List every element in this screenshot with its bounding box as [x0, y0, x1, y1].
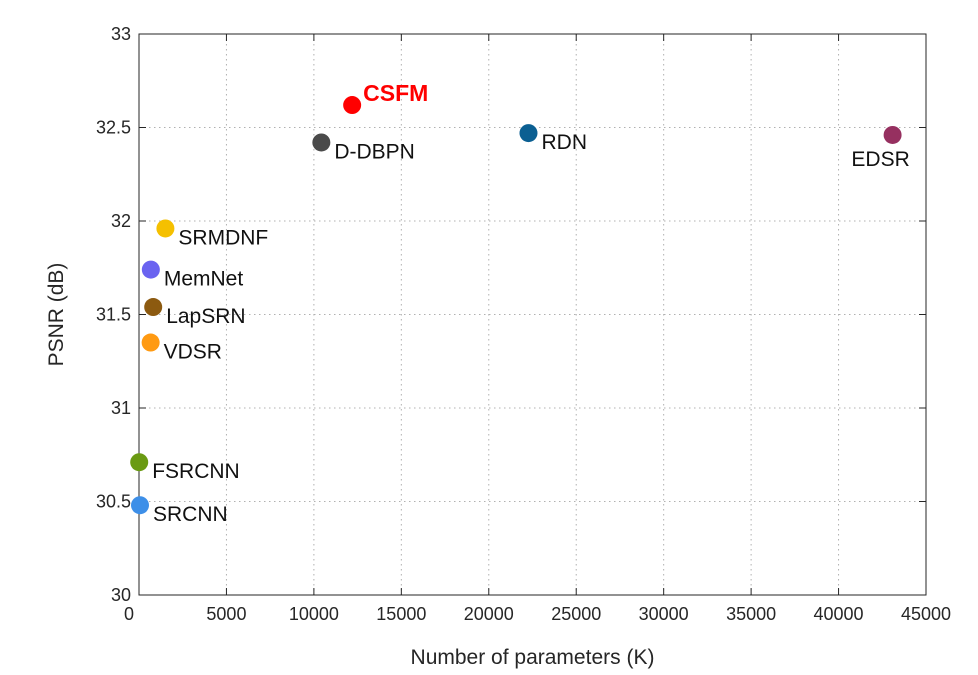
point-rdn	[519, 124, 538, 143]
point-label-edsr: EDSR	[851, 148, 909, 171]
x-tick-label: 30000	[639, 604, 689, 624]
x-tick-label: 10000	[289, 604, 339, 624]
point-label-rdn: RDN	[541, 131, 587, 154]
point-label-lapsrn: LapSRN	[166, 305, 245, 328]
point-label-srmdnf: SRMDNF	[178, 226, 268, 249]
y-tick-label: 30.5	[96, 492, 131, 512]
point-label-memnet: MemNet	[164, 268, 244, 291]
point-label-srcnn: SRCNN	[153, 503, 228, 526]
point-vdsr	[141, 333, 160, 352]
point-csfm	[343, 96, 362, 115]
y-tick-label: 31.5	[96, 305, 131, 325]
point-srmdnf	[156, 219, 175, 238]
x-tick-label: 15000	[376, 604, 426, 624]
grid	[139, 34, 926, 595]
x-tick-label: 5000	[206, 604, 246, 624]
y-tick-label: 32	[111, 211, 131, 231]
point-srcnn	[130, 496, 149, 515]
y-tick-label: 33	[111, 24, 131, 44]
point-label-csfm: CSFM	[363, 80, 428, 106]
x-tick-label: 40000	[814, 604, 864, 624]
data-points: SRCNN FSRCNN VDSR LapSRN MemNet SRMDNF D-DBPN C…	[130, 80, 910, 526]
x-tick-label: 25000	[551, 604, 601, 624]
point-label-d-dbpn: D-DBPN	[334, 140, 415, 163]
x-tick-label: 35000	[726, 604, 776, 624]
y-axis-label: PSNR (dB)	[45, 263, 68, 367]
y-tick-label: 32.5	[96, 118, 131, 138]
y-tick-label: 31	[111, 398, 131, 418]
point-memnet	[141, 260, 160, 279]
axis-ticks: 0 5000 10000 15000 20000 25000 30000 35000 40000…	[96, 24, 951, 624]
point-edsr	[883, 125, 902, 144]
point-lapsrn	[144, 298, 163, 317]
y-tick-label: 30	[111, 585, 131, 605]
point-label-vdsr: VDSR	[164, 341, 222, 364]
point-d-dbpn	[312, 133, 331, 152]
x-axis-label: Number of parameters (K)	[411, 646, 655, 669]
plot-frame	[138, 33, 927, 596]
point-fsrcnn	[130, 453, 149, 472]
x-tick-label: 45000	[901, 604, 951, 624]
x-tick-label: 0	[124, 604, 134, 624]
x-tick-label: 20000	[464, 604, 514, 624]
point-label-fsrcnn: FSRCNN	[152, 460, 240, 483]
